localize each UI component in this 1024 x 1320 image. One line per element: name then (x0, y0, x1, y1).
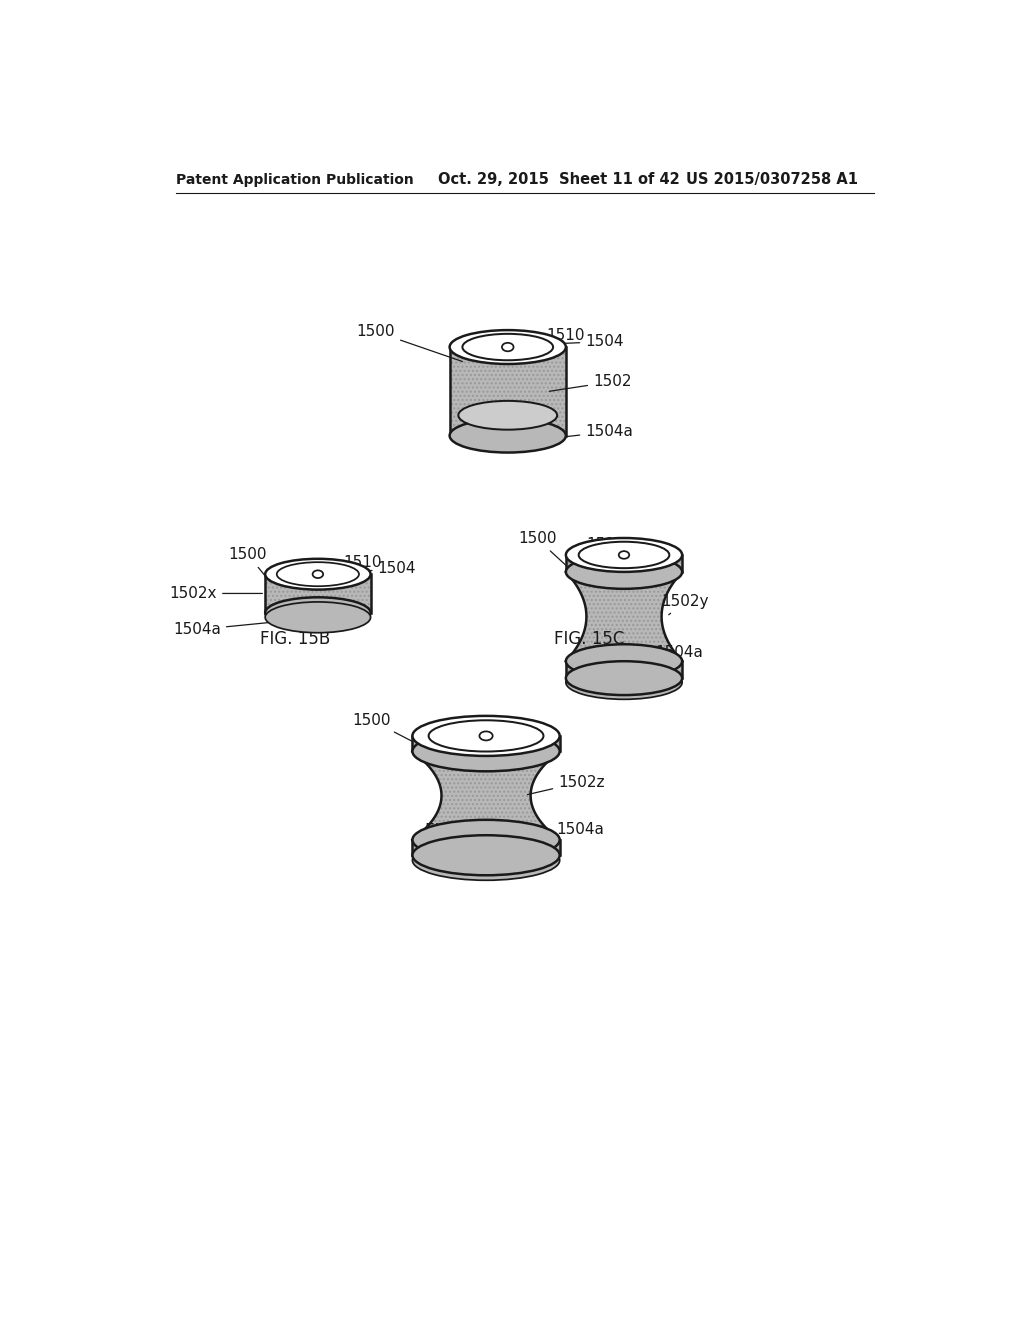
Ellipse shape (566, 554, 682, 589)
Ellipse shape (450, 418, 566, 453)
Text: FIG. 15C: FIG. 15C (554, 630, 625, 648)
Text: 1504: 1504 (353, 561, 416, 577)
Text: 1504a: 1504a (655, 645, 702, 669)
Polygon shape (566, 661, 682, 678)
Ellipse shape (450, 330, 566, 364)
Ellipse shape (566, 661, 682, 696)
Text: 1502: 1502 (549, 374, 632, 391)
Text: 1502y: 1502y (662, 594, 709, 615)
Ellipse shape (413, 836, 560, 875)
Ellipse shape (566, 665, 682, 700)
Ellipse shape (459, 401, 557, 430)
Text: 1504a: 1504a (551, 424, 633, 440)
Ellipse shape (502, 343, 514, 351)
Polygon shape (413, 840, 560, 855)
Text: 1510: 1510 (464, 718, 502, 733)
Ellipse shape (265, 602, 371, 632)
Text: 1510: 1510 (503, 327, 585, 343)
Text: US 2015/0307258 A1: US 2015/0307258 A1 (686, 173, 858, 187)
Text: 1502x: 1502x (170, 586, 262, 601)
Ellipse shape (566, 539, 682, 572)
Text: 1504a: 1504a (173, 622, 272, 638)
Text: 1510: 1510 (325, 556, 382, 570)
Polygon shape (265, 574, 371, 612)
Ellipse shape (413, 820, 560, 859)
Ellipse shape (566, 644, 682, 678)
Ellipse shape (479, 731, 493, 741)
Polygon shape (450, 347, 566, 436)
Text: 1504: 1504 (534, 334, 624, 350)
Text: Patent Application Publication: Patent Application Publication (176, 173, 414, 187)
Text: 1500: 1500 (518, 531, 567, 566)
Ellipse shape (618, 552, 629, 558)
Text: FIG. 15A: FIG. 15A (473, 429, 543, 447)
Text: FIG. 15D: FIG. 15D (425, 822, 497, 840)
Polygon shape (566, 554, 682, 572)
Text: FIG. 15B: FIG. 15B (259, 630, 330, 648)
Polygon shape (413, 737, 560, 751)
Ellipse shape (413, 715, 560, 756)
Ellipse shape (312, 570, 324, 578)
Polygon shape (566, 572, 682, 661)
Ellipse shape (265, 597, 371, 628)
Ellipse shape (413, 841, 560, 880)
Text: Oct. 29, 2015  Sheet 11 of 42: Oct. 29, 2015 Sheet 11 of 42 (438, 173, 680, 187)
Text: 1510: 1510 (586, 537, 625, 553)
Text: 1504: 1504 (630, 543, 668, 557)
Polygon shape (413, 751, 560, 840)
Text: 1504: 1504 (503, 722, 541, 738)
Text: 1500: 1500 (356, 325, 463, 362)
Text: 1502z: 1502z (527, 775, 604, 795)
Ellipse shape (413, 731, 560, 771)
Text: 1504a: 1504a (526, 822, 604, 845)
Ellipse shape (265, 558, 371, 590)
Text: 1500: 1500 (352, 713, 422, 746)
Text: 1500: 1500 (228, 548, 269, 581)
